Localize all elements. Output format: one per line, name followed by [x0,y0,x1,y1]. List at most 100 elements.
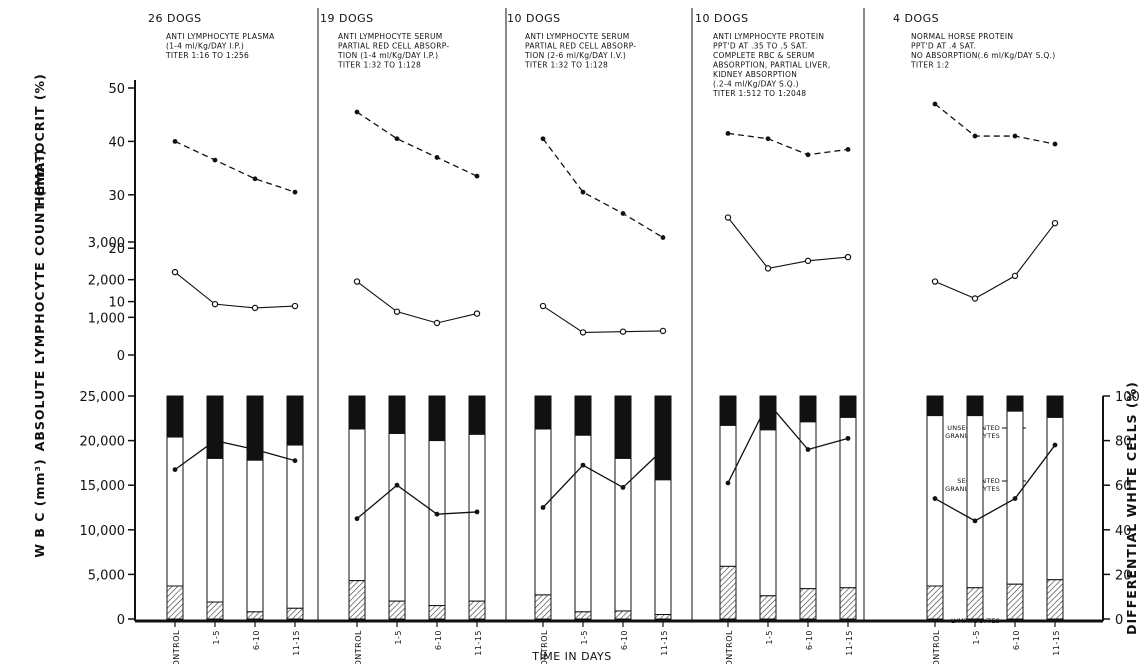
lymphocyte-point [433,319,441,327]
lymphocyte-point [659,327,667,335]
bar-segmented-granulocytes [468,433,486,602]
group-desc-line: TITER 1:32 TO 1:128 [524,61,608,70]
lymphocyte-point [539,302,547,310]
x-tick-label: 6-10 [252,630,261,650]
hematocrit-point [172,139,178,144]
lymph-tick-label: 3,000 [88,236,125,251]
group-desc-line: KIDNEY ABSORPTION [713,70,797,79]
differential-point [725,480,731,486]
bar-unsegmented-granulocytes [799,395,817,423]
hematocrit-tick-label: 50 [108,82,125,97]
bar-unsegmented-granulocytes [166,395,184,438]
lymphocyte-line [934,222,1056,300]
bar-segmented-granulocytes [166,436,184,587]
hematocrit-point [805,152,811,158]
hematocrit-point [252,176,258,182]
x-tick-label: 11-15 [660,630,669,656]
differential-point [172,467,178,472]
lymph-tick-label: 1,000 [88,311,125,326]
hematocrit-point [932,101,938,107]
lymphocyte-point [844,253,852,261]
hematocrit-tick-label: 20 [108,242,125,257]
diff-tick-label: 20 [1115,568,1132,583]
hematocrit-axis-label: HEMATOCRIT (%) [32,73,47,207]
hematocrit-tick-label: 40 [108,135,125,150]
bar-unsegmented-granulocytes [719,395,737,426]
lymphocyte-line [356,281,478,324]
x-tick-label: CONTROL [540,630,549,664]
bar-lymphocytes [839,587,857,620]
lymphocyte-point [211,300,219,308]
bar-unsegmented-granulocytes [614,395,632,459]
bar-lymphocytes [614,610,632,620]
lymphocyte-point [473,310,481,317]
x-tick-label: 11-15 [292,630,301,656]
x-tick-label: CONTROL [172,630,181,664]
hematocrit-line [727,132,849,156]
group-desc-line: ANTI LYMPHOCYTE SERUM [525,32,630,41]
group-desc-line: PPT'D AT .35 TO .5 SAT. [713,42,808,51]
bar-segmented-granulocytes [966,415,984,589]
differential-point [845,435,851,441]
differential-point [620,485,626,490]
diff-tick-label: 100 [1115,390,1140,405]
lymphocyte-point [764,265,772,272]
group-desc-line: TION (1-4 ml/Kg/DAY I.P.) [337,51,438,60]
x-tick-label: CONTROL [932,630,941,664]
differential-line [934,444,1056,522]
differential-line [174,439,296,471]
group-desc-line: ANTI LYMPHOCYTE PLASMA [166,32,275,41]
bar-segmented-granulocytes [574,434,592,613]
hematocrit-point [765,136,771,142]
differential-point [474,509,480,515]
x-tick-label: 6-10 [1012,630,1021,650]
bar-unsegmented-granulocytes [206,395,224,459]
differential-point [434,511,440,517]
bar-unsegmented-granulocytes [654,395,672,481]
hematocrit-point [292,189,298,195]
group-desc-line: PPT'D AT .4 SAT. [911,42,976,51]
x-tick-label: 11-15 [1052,630,1061,656]
bar-segmented-granulocytes [348,428,366,582]
group-desc-line: ABSORPTION, PARTIAL LIVER, [713,61,831,70]
bar-segmented-granulocytes [799,421,817,590]
differential-point [805,447,811,452]
bar-segmented-granulocytes [839,416,857,589]
bar-lymphocytes [966,587,984,620]
lymphocyte-point [931,278,939,285]
bar-lymphocytes [654,614,672,620]
x-tick-label: 1-5 [212,630,221,645]
group-desc-line: NORMAL HORSE PROTEIN [911,32,1013,41]
differential-point [580,462,586,468]
group-desc-line: PARTIAL RED CELL ABSORP- [338,42,449,51]
differential-point [354,516,360,522]
bar-lymphocytes [534,594,552,620]
wbc-tick-label: 5,000 [88,568,125,583]
differential-point [540,505,546,510]
group-desc-line: TITER 1:32 TO 1:128 [337,61,421,70]
x-tick-label: 6-10 [805,630,814,650]
x-tick-label: CONTROL [354,630,363,664]
differential-point [252,447,258,452]
hematocrit-point [620,211,626,216]
x-tick-label: 11-15 [474,630,483,656]
x-axis-title: TIME IN DAYS [531,650,612,663]
hematocrit-point [580,189,586,195]
bar-segmented-granulocytes [759,429,777,597]
bar-segmented-granulocytes [428,440,446,607]
group-desc-line: ANTI LYMPHOCYTE SERUM [338,32,443,41]
bar-lymphocytes [348,580,366,620]
lymphocyte-point [251,304,259,312]
lymphocyte-point [971,295,979,302]
hematocrit-tick-label: 30 [108,189,125,204]
differential-line [356,484,478,520]
bar-lymphocytes [1046,579,1064,620]
lymphocyte-point [393,308,401,315]
bar-unsegmented-granulocytes [839,395,857,418]
hematocrit-point [1052,141,1058,147]
lymph-tick-label: 2,000 [88,274,125,289]
diff-tick-label: 40 [1115,524,1132,539]
